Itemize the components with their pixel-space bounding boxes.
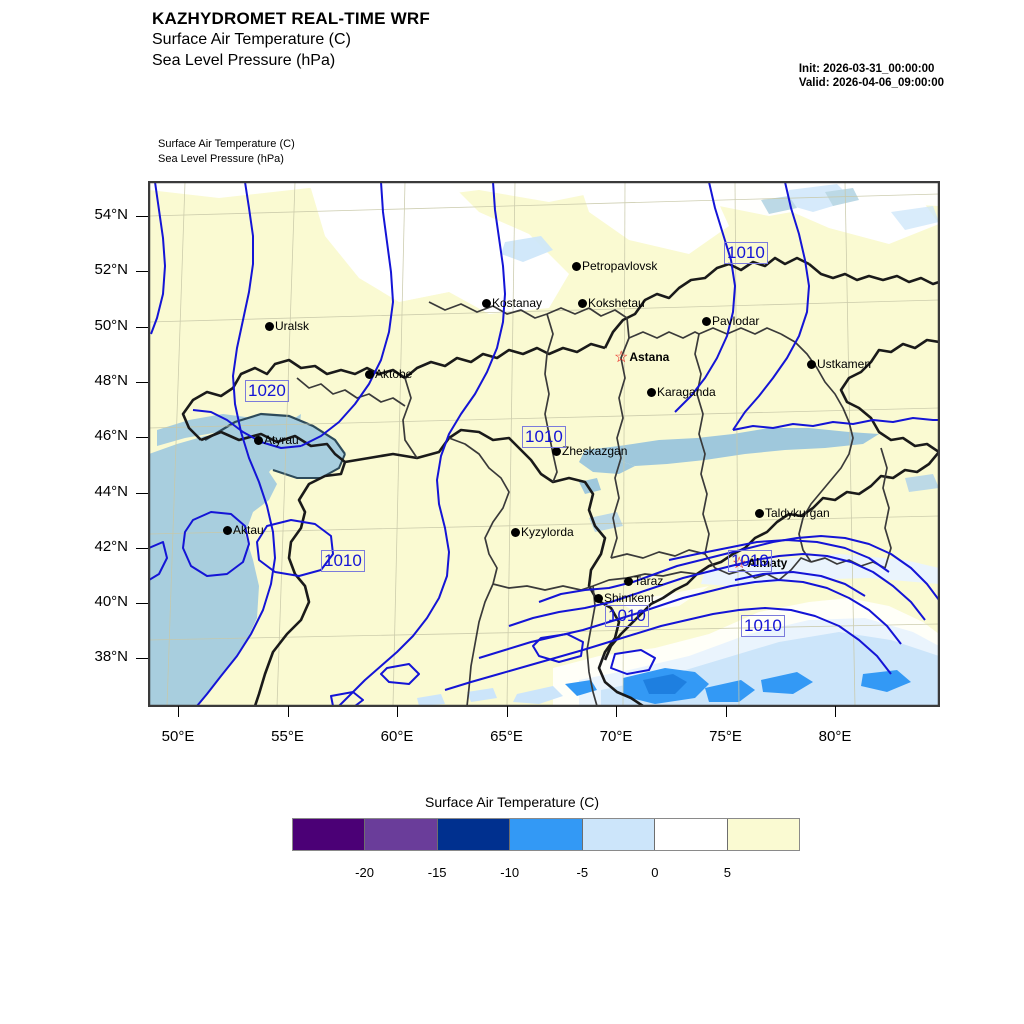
map-graphics [149,182,939,706]
latitude-tick [136,271,148,273]
weather-map[interactable]: Uralsk Aktobe Kostanay Petropavlovsk Kokshet… [148,181,940,707]
colorbar-tick-label: 0 [651,865,659,880]
longitude-tick-label: 65°E [490,728,523,745]
longitude-tick-label: 75°E [709,728,742,745]
model-run-info: Init: 2026-03-31_00:00:00 Valid: 2026-04… [799,62,944,90]
latitude-tick-label: 48°N [94,371,128,389]
latitude-tick [136,326,148,328]
longitude-tick-label: 80°E [818,728,852,745]
latitude-tick-label: 46°N [94,427,128,445]
longitude-tick-label: 60°E [380,728,414,745]
colorbar-swatch-0[interactable] [293,819,366,850]
colorbar-tick-label: -5 [576,865,589,880]
colorbar-swatch-1[interactable] [365,819,438,850]
latitude-tick-label: 40°N [94,593,128,611]
init-time: Init: 2026-03-31_00:00:00 [798,63,935,75]
page-title: KAZHYDROMET REAL-TIME WRF [152,9,430,28]
page-title-block: KAZHYDROMET REAL-TIME WRF Surface Air Te… [152,8,430,71]
colorbar-tick-label: -10 [500,865,520,880]
longitude-tick [506,706,508,717]
colorbar-tick-label: 5 [723,865,732,880]
page-subtitle-pressure: Sea Level Pressure (hPa) [152,52,336,69]
longitude-tick-label: 55°E [271,728,304,745]
colorbar-tick-label: -20 [355,865,374,880]
latitude-tick [136,381,148,383]
latitude-tick [136,603,148,605]
map-caption-pressure: Sea Level Pressure (hPa) [158,153,284,165]
colorbar-swatch-5[interactable] [655,819,728,850]
latitude-tick [136,658,148,660]
colorbar-swatch-2[interactable] [437,819,511,850]
longitude-tick [616,706,617,717]
latitude-tick-label: 54°N [94,206,128,223]
colorbar[interactable] [292,818,800,851]
colorbar-title: Surface Air Temperature (C) [424,794,600,810]
page-subtitle-temperature: Surface Air Temperature (C) [152,31,351,48]
colorbar-swatch-4[interactable] [582,819,656,850]
latitude-tick-label: 50°N [94,316,128,334]
map-caption-temperature: Surface Air Temperature (C) [158,138,295,150]
latitude-tick-label: 44°N [94,482,128,500]
latitude-tick [136,216,148,217]
latitude-tick [136,492,148,494]
colorbar-swatch-3[interactable] [510,819,583,850]
latitude-tick-label: 38°N [94,648,128,666]
latitude-tick-label: 52°N [94,261,128,279]
valid-time: Valid: 2026-04-06_09:00:00 [798,77,944,89]
colorbar-swatch-6[interactable] [727,819,799,850]
longitude-tick [835,706,836,717]
longitude-tick [725,706,727,717]
colorbar-tick-label: -15 [427,865,447,880]
latitude-tick [136,437,148,439]
longitude-tick [287,706,289,717]
latitude-tick [136,547,148,549]
longitude-tick-label: 70°E [599,728,633,745]
latitude-tick-label: 42°N [94,537,128,555]
map-caption: Surface Air Temperature (C) Sea Level Pr… [158,137,295,167]
longitude-tick [397,706,398,717]
longitude-tick [178,706,179,717]
longitude-tick-label: 50°E [161,728,195,745]
